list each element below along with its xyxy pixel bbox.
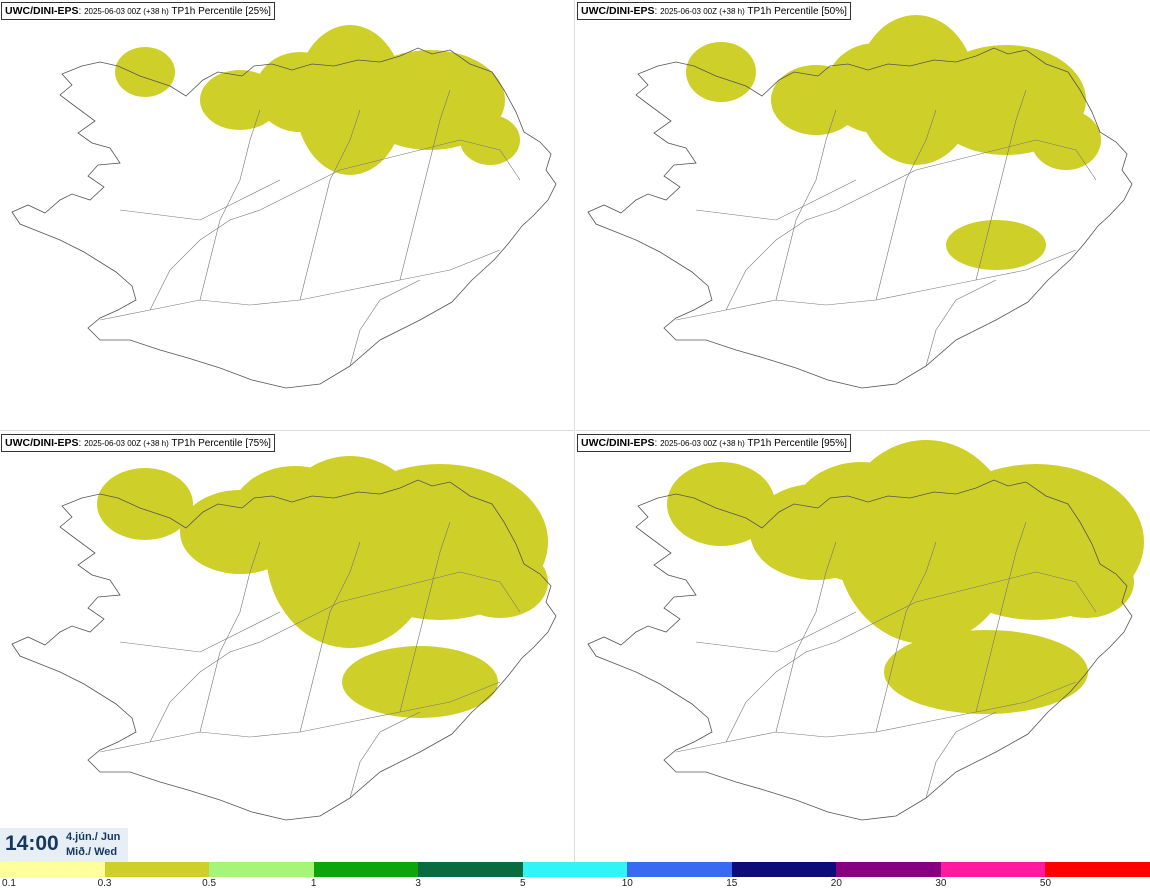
map-panel-p95: UWC/DINI-EPS: 2025-06-03 00Z (+38 h) TP1…: [576, 432, 1150, 863]
precip-contour: [342, 646, 498, 718]
precip-contour: [1006, 544, 1066, 580]
legend-swatch: [836, 862, 941, 877]
legend-swatch: [627, 862, 732, 877]
road-line: [695, 179, 857, 221]
legend-swatch: [418, 862, 523, 877]
legend-swatch: [0, 862, 105, 877]
field-name: TP1h Percentile [50%]: [747, 6, 847, 17]
legend-label: 20: [830, 878, 842, 889]
road-line: [875, 109, 937, 301]
road-line: [119, 611, 281, 653]
precip-map: [587, 15, 1133, 389]
field-name: TP1h Percentile [25%]: [171, 6, 271, 17]
legend-swatch: [522, 862, 628, 877]
road-line: [149, 139, 521, 311]
panel-title: UWC/DINI-EPS: 2025-06-03 00Z (+38 h) TP1…: [1, 434, 275, 452]
precip-map: [11, 25, 557, 389]
run-info: 2025-06-03 00Z (+38 h): [84, 7, 169, 16]
precip-map: [587, 440, 1144, 821]
precip-contour: [952, 664, 1000, 700]
field-name: TP1h Percentile [75%]: [171, 438, 271, 449]
legend-swatch: [104, 862, 210, 877]
legend-swatch: [940, 862, 1046, 877]
precip-contour: [686, 42, 756, 102]
precip-contour: [460, 115, 520, 165]
color-legend: 0.1 0.3 0.5 1 3 5 10 15 20 30 50: [0, 862, 1150, 891]
road-line: [199, 541, 261, 733]
road-line: [299, 109, 361, 301]
road-line: [299, 541, 361, 733]
coastline: [11, 47, 557, 389]
precip-contour: [255, 52, 345, 132]
legend-label: 3: [415, 878, 421, 889]
road-line: [925, 279, 997, 367]
field-name: TP1h Percentile [95%]: [747, 438, 847, 449]
precip-contour: [200, 70, 280, 130]
run-info: 2025-06-03 00Z (+38 h): [660, 439, 745, 448]
road-line: [925, 711, 997, 799]
road-line: [399, 89, 451, 281]
precip-contour: [382, 670, 418, 694]
legend-swatch: [313, 862, 419, 877]
map-panel-p25: UWC/DINI-EPS: 2025-06-03 00Z (+38 h) TP1…: [0, 0, 575, 431]
precip-contour: [115, 47, 175, 97]
precip-contour: [1031, 110, 1101, 170]
legend-label: 0.1: [2, 878, 16, 889]
coastline: [587, 47, 1133, 389]
model-name: UWC/DINI-EPS: [581, 5, 655, 17]
precip-map: [11, 456, 557, 821]
legend-swatch: [209, 862, 314, 877]
valid-date: 4.jún./ Jun: [66, 831, 121, 843]
road-line: [119, 179, 281, 221]
run-info: 2025-06-03 00Z (+38 h): [660, 7, 745, 16]
road-line: [399, 521, 451, 713]
map-panel-p50: UWC/DINI-EPS: 2025-06-03 00Z (+38 h) TP1…: [576, 0, 1150, 431]
road-line: [725, 139, 1097, 311]
coastline: [11, 479, 557, 821]
valid-time-box: 14:00 4.jún./ Jun Mið./ Wed: [0, 828, 128, 862]
road-line: [695, 611, 857, 653]
precip-contour: [946, 220, 1046, 270]
road-line: [349, 711, 421, 799]
map-panel-p75: UWC/DINI-EPS: 2025-06-03 00Z (+38 h) TP1…: [0, 432, 575, 863]
legend-label: 50: [1039, 878, 1052, 889]
valid-time: 14:00: [5, 832, 59, 855]
coastline: [587, 479, 1133, 821]
panel-title: UWC/DINI-EPS: 2025-06-03 00Z (+38 h) TP1…: [577, 434, 851, 452]
precip-contour: [771, 65, 861, 135]
legend-swatch: [1045, 862, 1150, 877]
model-name: UWC/DINI-EPS: [5, 5, 79, 17]
legend-labels: 0.1 0.3 0.5 1 3 5 10 15 20 30 50: [0, 878, 1150, 890]
precip-contour: [750, 484, 882, 580]
panel-title: UWC/DINI-EPS: 2025-06-03 00Z (+38 h) TP1…: [1, 2, 275, 20]
model-name: UWC/DINI-EPS: [581, 437, 655, 449]
legend-label: 10: [621, 878, 633, 889]
road-line: [775, 541, 837, 733]
legend-label: 0.3: [97, 878, 112, 889]
road-line: [975, 521, 1027, 713]
legend-label: 30: [935, 878, 947, 889]
legend-label: 15: [726, 878, 738, 889]
precip-contour: [884, 498, 968, 546]
road-line: [775, 109, 837, 301]
panel-title: UWC/DINI-EPS: 2025-06-03 00Z (+38 h) TP1…: [577, 2, 851, 20]
run-info: 2025-06-03 00Z (+38 h): [84, 439, 169, 448]
precip-contour: [667, 462, 775, 546]
legend-label: 1: [310, 878, 317, 889]
model-name: UWC/DINI-EPS: [5, 437, 79, 449]
road-line: [149, 571, 521, 743]
precip-contour: [180, 490, 300, 574]
legend-swatch: [731, 862, 837, 877]
road-line: [975, 89, 1027, 281]
legend-label: 5: [519, 878, 526, 889]
road-line: [875, 541, 937, 733]
road-line: [725, 571, 1097, 743]
road-line: [349, 279, 421, 367]
legend-color-bar: [0, 862, 1150, 877]
road-line: [199, 109, 261, 301]
valid-weekday: Mið./ Wed: [66, 846, 118, 858]
precip-contour: [97, 468, 193, 540]
legend-label: 0.5: [202, 878, 217, 889]
